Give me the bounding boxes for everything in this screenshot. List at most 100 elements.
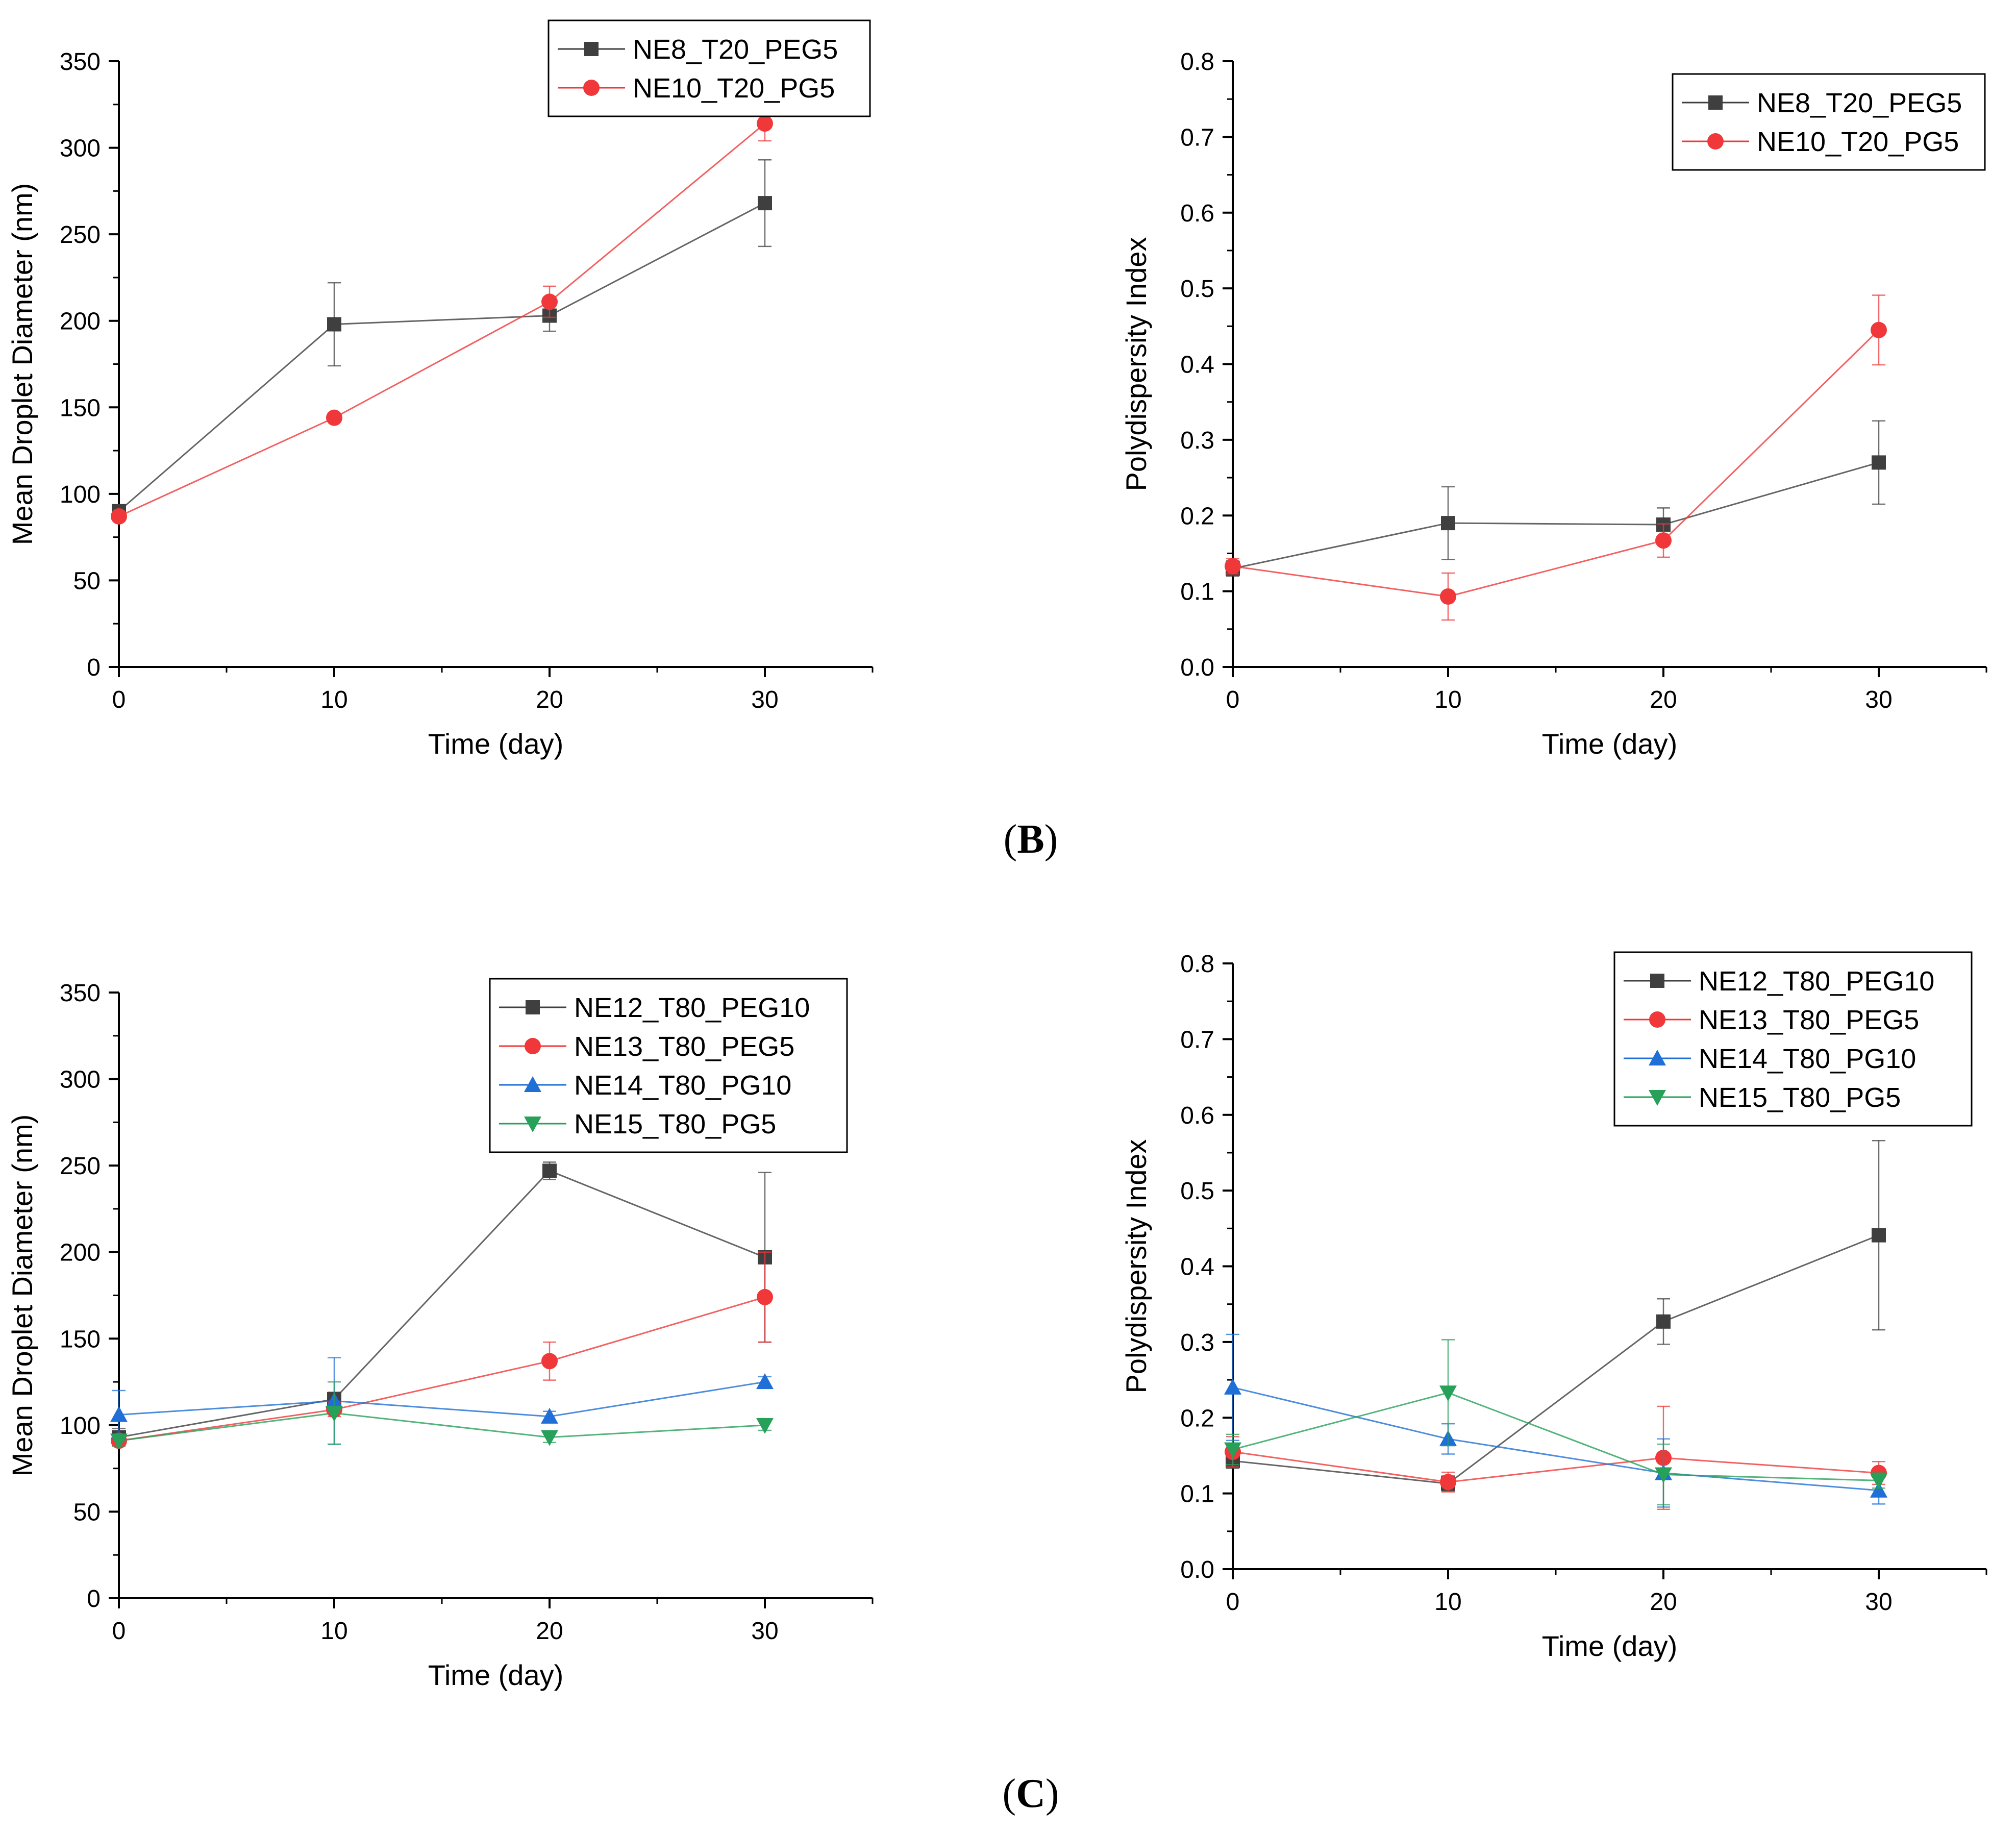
legend-marker bbox=[1707, 133, 1724, 150]
x-tick-label: 0 bbox=[1226, 1589, 1240, 1616]
legend-label: NE13_T80_PEG5 bbox=[1699, 1005, 1919, 1035]
legend-marker bbox=[525, 1038, 541, 1054]
legend-label: NE8_T20_PEG5 bbox=[633, 34, 838, 65]
series-NE10_T20_PG5 bbox=[111, 105, 773, 525]
panel-label-c: (C) bbox=[1002, 1771, 1059, 1816]
series-line bbox=[1232, 461, 1879, 569]
y-tick-label: 0 bbox=[87, 654, 101, 681]
y-tick-label: 350 bbox=[60, 48, 101, 76]
data-point bbox=[1655, 1467, 1672, 1483]
x-tick-label: 0 bbox=[112, 686, 126, 713]
y-axis-title: Polydispersity Index bbox=[1120, 1139, 1152, 1393]
y-tick-label: 150 bbox=[60, 394, 101, 421]
y-tick-label: 0.4 bbox=[1180, 352, 1214, 379]
y-tick-label: 0.3 bbox=[1180, 1329, 1214, 1356]
data-point bbox=[327, 317, 341, 332]
x-tick-label: 20 bbox=[536, 1618, 563, 1645]
series-NE10_T20_PG5 bbox=[1225, 294, 1887, 621]
data-point bbox=[757, 1288, 773, 1305]
y-tick-label: 300 bbox=[60, 1067, 101, 1094]
legend-label: NE12_T80_PEG10 bbox=[574, 993, 810, 1023]
data-point bbox=[326, 409, 342, 426]
y-tick-label: 0 bbox=[87, 1585, 101, 1613]
series-line bbox=[118, 202, 765, 512]
y-tick-label: 0.0 bbox=[1180, 654, 1214, 681]
data-point bbox=[1871, 321, 1887, 338]
data-point bbox=[1225, 558, 1241, 575]
y-tick-label: 0.5 bbox=[1180, 276, 1214, 303]
y-tick-label: 0.0 bbox=[1180, 1556, 1214, 1583]
legend-label: NE12_T80_PEG10 bbox=[1699, 966, 1934, 997]
legend-box bbox=[547, 19, 871, 117]
legend-marker bbox=[583, 80, 600, 96]
y-tick-label: 0.2 bbox=[1180, 1405, 1214, 1432]
legend-marker bbox=[584, 42, 599, 56]
y-tick-label: 100 bbox=[60, 1412, 101, 1440]
x-tick-label: 0 bbox=[1226, 686, 1240, 713]
data-point bbox=[326, 1406, 343, 1422]
x-tick-label: 20 bbox=[1650, 1589, 1677, 1616]
legend-label: NE13_T80_PEG5 bbox=[574, 1031, 794, 1062]
legend: NE8_T20_PEG5 NE10_T20_PG5 bbox=[1672, 73, 1986, 171]
data-point bbox=[1439, 1385, 1457, 1402]
legend-label: NE14_T80_PG10 bbox=[574, 1070, 791, 1101]
data-point bbox=[1440, 588, 1456, 605]
data-point bbox=[1441, 516, 1455, 531]
data-point bbox=[1224, 1442, 1241, 1458]
x-tick-label: 10 bbox=[320, 1618, 347, 1645]
series-line bbox=[118, 1412, 765, 1442]
x-axis-title: Time (day) bbox=[1542, 728, 1678, 760]
data-point bbox=[756, 1418, 774, 1434]
legend: NE12_T80_PEG10 NE13_T80_PEG5 NE14_T80_PG10… bbox=[489, 978, 848, 1153]
y-tick-label: 50 bbox=[73, 567, 101, 594]
series-NE8_T20_PEG5 bbox=[1226, 420, 1886, 577]
data-point bbox=[541, 1407, 558, 1424]
x-tick-label: 0 bbox=[112, 1618, 126, 1645]
x-tick-label: 30 bbox=[751, 686, 778, 713]
legend-marker bbox=[526, 1000, 540, 1014]
legend: NE12_T80_PEG10 NE13_T80_PEG5 NE14_T80_PG10… bbox=[1613, 951, 1973, 1127]
series-line bbox=[1232, 1234, 1879, 1484]
data-point bbox=[756, 1373, 774, 1390]
series-NE12_T80_PEG10 bbox=[1226, 1139, 1886, 1492]
y-tick-label: 0.6 bbox=[1180, 200, 1214, 227]
data-point bbox=[758, 196, 772, 211]
y-tick-label: 0.1 bbox=[1180, 1481, 1214, 1508]
data-point bbox=[1440, 1474, 1456, 1491]
y-tick-label: 100 bbox=[60, 481, 101, 508]
legend-label: NE10_T20_PG5 bbox=[1757, 127, 1959, 157]
data-point bbox=[1872, 455, 1886, 470]
series-line bbox=[1232, 1392, 1879, 1481]
legend-marker bbox=[1649, 1011, 1665, 1028]
legend-marker bbox=[1649, 1050, 1666, 1065]
x-tick-label: 20 bbox=[536, 686, 563, 713]
y-tick-label: 200 bbox=[60, 308, 101, 335]
x-axis-title: Time (day) bbox=[1542, 1630, 1678, 1662]
y-axis-title: Mean Droplet Diameter (nm) bbox=[6, 1114, 38, 1477]
series-line bbox=[118, 1381, 765, 1418]
data-point bbox=[110, 1433, 128, 1450]
x-tick-label: 30 bbox=[1865, 1589, 1892, 1616]
legend-label: NE15_T80_PG5 bbox=[1699, 1082, 1901, 1113]
data-point bbox=[110, 1406, 128, 1422]
y-tick-label: 0.1 bbox=[1180, 579, 1214, 606]
series-line bbox=[118, 1296, 765, 1442]
y-tick-label: 250 bbox=[60, 1153, 101, 1180]
data-point bbox=[1870, 1481, 1887, 1498]
y-tick-label: 0.8 bbox=[1180, 48, 1214, 76]
series-line bbox=[118, 1170, 765, 1439]
legend-marker bbox=[1649, 1090, 1666, 1106]
y-tick-label: 0.4 bbox=[1180, 1254, 1214, 1281]
x-tick-label: 30 bbox=[751, 1618, 778, 1645]
y-tick-label: 0.3 bbox=[1180, 427, 1214, 454]
chart-c-mean-droplet-diameter: 0 50 100 150 200 250 300 350 0 10 20 30 Time (day) Me… bbox=[6, 978, 874, 1691]
y-tick-label: 0.8 bbox=[1180, 951, 1214, 978]
data-point bbox=[1655, 532, 1672, 549]
series-line bbox=[1232, 1451, 1879, 1483]
y-tick-label: 50 bbox=[73, 1499, 101, 1526]
chart-c-polydispersity-index: 0.0 0.1 0.2 0.3 0.4 0.5 0.6 0.7 0.8 0 10 20 30 Time (… bbox=[1120, 951, 1987, 1662]
legend-marker bbox=[524, 1117, 541, 1132]
legend-label: NE10_T20_PG5 bbox=[633, 73, 835, 104]
y-axis-title: Polydispersity Index bbox=[1120, 237, 1152, 491]
panel-label-b: (B) bbox=[1003, 817, 1058, 862]
